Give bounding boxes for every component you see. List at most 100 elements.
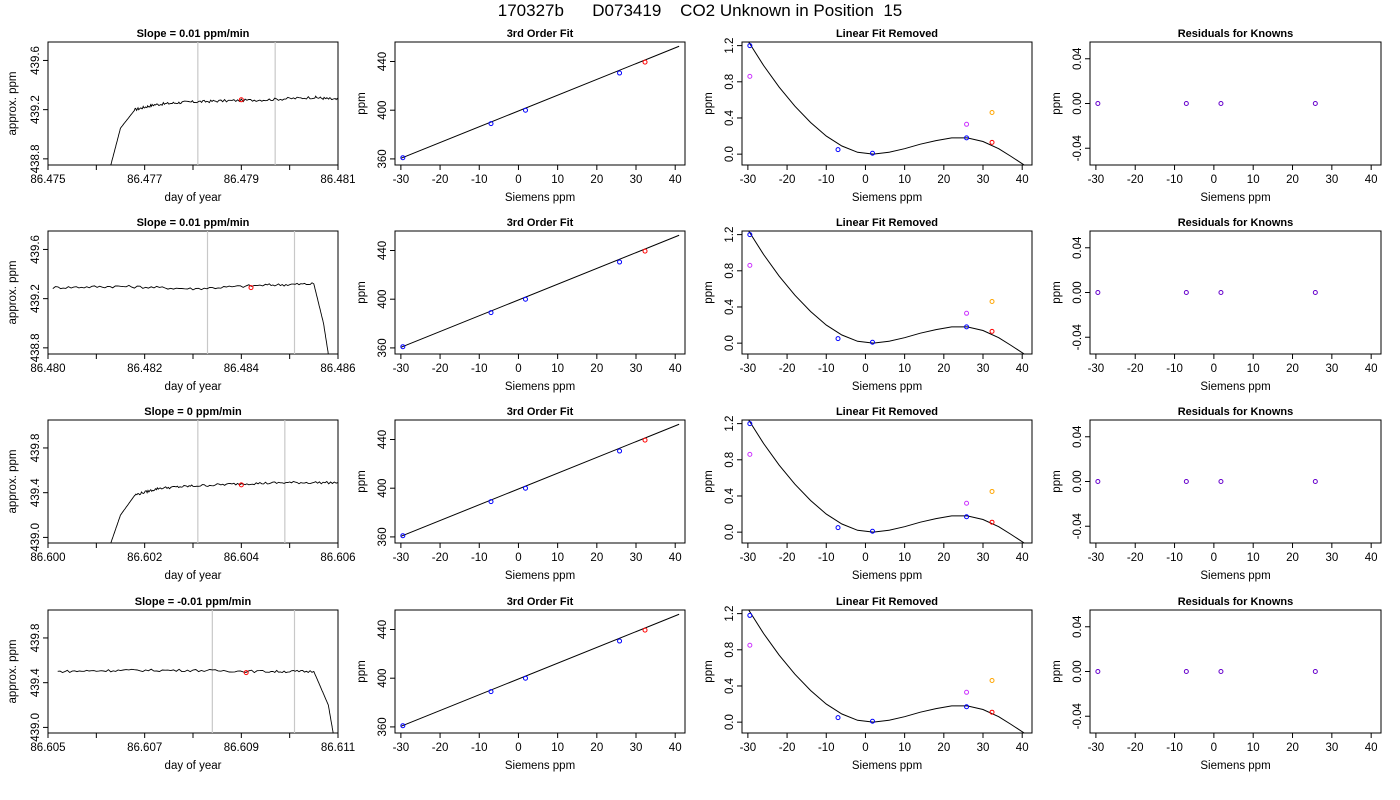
plot-frame xyxy=(1089,230,1382,355)
x-tick-label: -20 xyxy=(779,363,796,375)
y-tick-label: 0.4 xyxy=(724,298,736,315)
y-axis-label: ppm xyxy=(356,470,368,492)
y-tick-label: 439.0 xyxy=(30,523,42,552)
x-axis-label: Siemens ppm xyxy=(505,760,575,772)
x-tick-label: 86.611 xyxy=(321,742,355,754)
data-point xyxy=(617,448,623,454)
x-tick-label: 40 xyxy=(1365,363,1378,375)
plot-area xyxy=(52,231,329,354)
data-point xyxy=(1218,479,1224,484)
data-point xyxy=(989,519,995,525)
x-tick-label: 30 xyxy=(1325,552,1338,564)
x-tick-label: 30 xyxy=(1325,174,1338,186)
y-axis-label: approx. ppm xyxy=(7,450,19,514)
data-point xyxy=(989,299,995,305)
x-axis-label: Siemens ppm xyxy=(852,570,922,582)
data-point xyxy=(248,285,254,291)
y-tick-label: 360 xyxy=(377,717,389,736)
x-tick-label: 10 xyxy=(1247,363,1260,375)
fit-line xyxy=(400,613,680,727)
y-axis-label: approx. ppm xyxy=(7,72,19,136)
data-point xyxy=(835,147,841,153)
y-tick-label: 440 xyxy=(377,620,389,639)
data-point xyxy=(642,59,648,65)
x-tick-label: 40 xyxy=(669,742,682,754)
data-point xyxy=(1095,479,1101,484)
x-tick-label: 10 xyxy=(551,742,564,754)
x-tick-label: -10 xyxy=(1166,742,1183,754)
y-tick-label: 0.8 xyxy=(724,74,736,90)
y-tick-label: 0.0 xyxy=(724,714,736,730)
y-tick-label: 400 xyxy=(377,479,389,498)
plot-area xyxy=(110,42,338,165)
y-tick-label: -0.04 xyxy=(1072,135,1084,162)
data-point xyxy=(400,155,406,161)
x-tick-label: 86.480 xyxy=(30,363,65,375)
fit-curve xyxy=(748,231,1025,354)
plot-frame xyxy=(1089,419,1382,544)
data-point xyxy=(488,499,494,505)
y-tick-label: 439.6 xyxy=(30,46,42,75)
x-tick-label: 0 xyxy=(515,552,521,564)
x-tick-label: -10 xyxy=(818,552,835,564)
panel-fit-3: 3rd Order Fit Siemens ppm ppm -30 -20 -10 0 10 2… xyxy=(356,406,686,582)
data-point xyxy=(747,262,753,268)
x-tick-label: 20 xyxy=(937,363,950,375)
y-tick-label: 440 xyxy=(377,241,389,260)
x-tick-label: 0 xyxy=(862,363,868,375)
x-tick-label: 30 xyxy=(977,552,990,564)
x-tick-label: 30 xyxy=(630,174,643,186)
x-axis-label: Siemens ppm xyxy=(852,381,922,393)
x-axis-label: Siemens ppm xyxy=(852,192,922,204)
y-axis-label: ppm xyxy=(356,281,368,303)
panel-title: Slope = -0.01 ppm/min xyxy=(135,596,252,608)
data-point xyxy=(747,642,753,648)
data-point xyxy=(989,139,995,145)
plot-area xyxy=(400,613,680,729)
plot-area xyxy=(400,234,680,350)
panel-title: Slope = 0.01 ppm/min xyxy=(137,217,250,229)
x-tick-label: 10 xyxy=(898,363,911,375)
x-tick-label: 0 xyxy=(1211,174,1217,186)
x-tick-label: -20 xyxy=(432,552,449,564)
x-tick-label: 40 xyxy=(1365,552,1378,564)
data-point xyxy=(642,437,648,443)
data-point xyxy=(1183,669,1189,674)
y-tick-label: -0.04 xyxy=(1072,324,1084,351)
plot-frame xyxy=(741,41,1033,166)
data-point xyxy=(964,500,970,506)
y-axis-label: ppm xyxy=(356,92,368,114)
fit-curve xyxy=(748,420,1025,543)
data-point xyxy=(1095,101,1101,106)
x-tick-label: -10 xyxy=(818,363,835,375)
x-tick-label: 30 xyxy=(1325,742,1338,754)
y-tick-label: 400 xyxy=(377,101,389,120)
x-tick-label: -30 xyxy=(1088,174,1105,186)
x-tick-label: 40 xyxy=(669,363,682,375)
panel-title: Residuals for Knowns xyxy=(1178,406,1294,418)
x-tick-label: 10 xyxy=(551,363,564,375)
data-point xyxy=(523,296,528,302)
data-point xyxy=(488,689,494,695)
data-point xyxy=(747,451,753,457)
y-tick-label: 0.8 xyxy=(724,263,736,279)
y-tick-label: 1.2 xyxy=(724,606,736,622)
x-tick-label: 86.479 xyxy=(224,174,259,186)
data-point xyxy=(1218,290,1224,295)
x-tick-label: 86.482 xyxy=(127,363,162,375)
data-point xyxy=(989,678,995,684)
x-tick-label: -10 xyxy=(471,552,488,564)
data-point xyxy=(964,310,970,316)
series-line xyxy=(57,668,334,733)
x-tick-label: 0 xyxy=(515,742,521,754)
x-tick-label: 20 xyxy=(1286,552,1299,564)
y-tick-label: 0.8 xyxy=(724,452,736,468)
panel-timeseries-4: Slope = -0.01 ppm/min day of year approx. … xyxy=(7,596,355,772)
data-point xyxy=(1095,669,1101,674)
x-axis-label: day of year xyxy=(165,192,222,204)
x-tick-label: -30 xyxy=(740,174,757,186)
data-point xyxy=(642,248,648,254)
x-tick-label: -30 xyxy=(393,742,410,754)
data-point xyxy=(1095,290,1101,295)
y-tick-label: 360 xyxy=(377,149,389,168)
